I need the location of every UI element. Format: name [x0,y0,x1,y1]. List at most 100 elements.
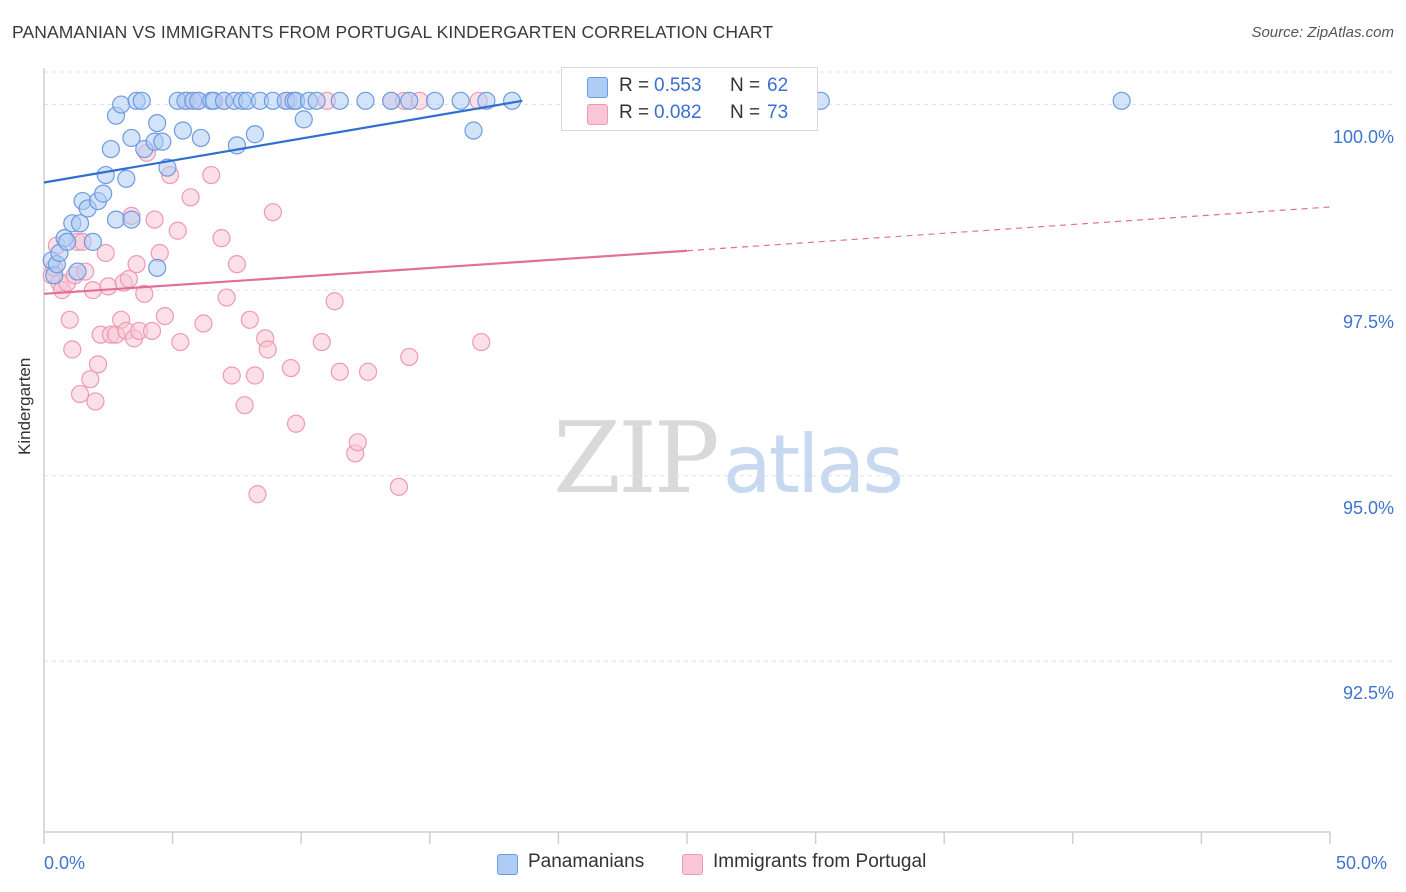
panamanian-point [106,210,126,229]
watermark-zip: ZIP [553,402,720,516]
legend-row-portugal: R = 0.082 N = 73 [562,101,817,127]
panamanian-point [356,91,375,110]
panamanian-point [294,110,313,129]
panamanian-point [245,125,265,144]
panamanian-point [122,128,141,148]
legend-r-label: R = [619,75,650,96]
legend-n-label: N = [730,102,761,123]
portugal-point [286,414,306,433]
correlation-legend: R = 0.553 N = 62 R = 0.082 N = 73 [561,67,818,131]
panamanian-point [132,91,151,110]
legend-n-label: N = [730,75,761,96]
legend-r-label: R = [619,102,650,123]
y-tick-label: 92.5% [1342,683,1394,704]
portugal-point [281,358,301,378]
panamanian-point [70,214,90,233]
panamanian-point [122,210,141,229]
zipatlas-watermark: ZIPatlas [553,402,904,516]
portugal-point [70,384,90,404]
portugal-point [330,362,349,381]
panamanian-point [148,258,167,277]
legend-label-portugal: Immigrants from Portugal [713,851,927,872]
portugal-point [248,485,267,504]
panamanian-point [153,132,172,151]
panamanian-trend-line [43,99,523,184]
legend-n-value: 62 [767,75,789,96]
chart-title: PANAMANIAN VS IMMIGRANTS FROM PORTUGAL K… [12,22,774,42]
portugal-point [240,310,259,329]
panamanian-point [58,232,77,251]
portugal-point [142,321,162,341]
legend-r-value: 0.553 [654,75,702,96]
portugal-point [181,188,200,207]
portugal-point [145,210,164,229]
x-tick-label-max: 50.0% [1336,853,1388,873]
portugal-point [135,284,154,303]
portugal-point [389,477,409,496]
panamanian-point [477,91,496,110]
y-tick-label: 95.0% [1342,497,1394,518]
portugal-point [155,306,174,326]
series-legend: Panamanians Immigrants from Portugal [0,851,1406,879]
portugal-point [263,203,283,222]
legend-r-value: 0.082 [654,102,702,123]
x-tick-label-min: 0.0% [44,853,86,873]
portugal-trend-line [43,249,688,295]
source-label: Source: ZipAtlas.com [1251,24,1394,41]
y-tick-label: 100.0% [1332,126,1394,147]
legend-row-panamanians: R = 0.553 N = 62 [562,74,817,100]
panamanian-point [173,121,192,140]
panamanian-point [112,95,131,114]
panamanian-point [451,91,470,110]
portugal-point [348,433,367,452]
portugal-point [227,255,246,274]
legend-swatch-portugal [682,854,703,875]
portugal-point [258,340,277,359]
portugal-point [194,314,213,333]
portugal-point [245,366,265,385]
panamanian-point [400,91,419,110]
series-panamanian-points [42,91,1131,285]
grid-lines [44,71,1392,662]
panamanian-point [117,169,136,188]
panamanian-point [382,91,401,110]
portugal-point [222,366,241,385]
portugal-point [96,243,115,263]
portugal-point [171,332,190,352]
portugal-point [217,288,236,307]
panamanian-point [425,91,445,110]
panamanian-point [158,158,177,177]
portugal-point [127,255,146,274]
panamanian-point [191,128,210,148]
portugal-point [202,165,221,185]
y-axis-label: Kindergarten [15,357,34,455]
legend-swatch-pink [587,104,608,125]
panamanian-point [83,232,102,251]
portugal-point [60,310,79,329]
portugal-point [99,277,118,296]
portugal-point [358,362,378,381]
panamanian-point [464,121,483,140]
portugal-point [86,392,105,411]
portugal-point [325,292,344,311]
legend-swatch-blue [587,77,608,98]
trend-lines [43,99,1331,295]
legend-swatch-panamanians [497,854,518,875]
panamanian-point [307,91,326,110]
portugal-point [63,340,82,359]
portugal-point [400,347,419,367]
panamanian-point [94,184,113,203]
panamanian-point [148,113,167,133]
y-tick-label: 97.5% [1342,312,1394,333]
portugal-point [472,332,491,352]
axes [43,68,1331,844]
panamanian-point [330,91,349,110]
legend-n-value: 73 [767,102,789,123]
panamanian-point [101,139,120,159]
panamanian-point [96,165,115,185]
watermark-atlas: atlas [722,418,904,511]
portugal-trend-extension [686,206,1331,252]
portugal-point [235,396,254,415]
portugal-point [81,370,100,389]
